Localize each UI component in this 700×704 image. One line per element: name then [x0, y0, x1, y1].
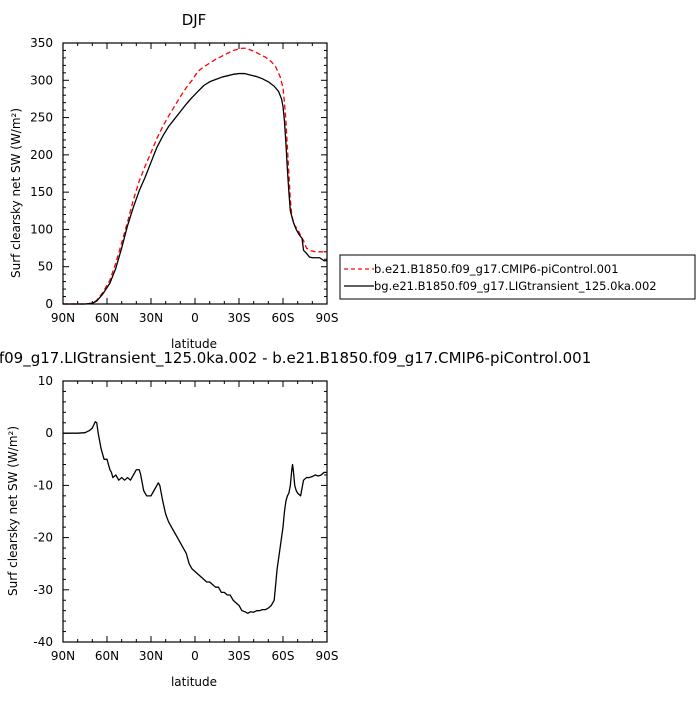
bottom-x-ticks: 90N 60N 30N 0 30S 60S 90S	[51, 381, 339, 663]
bottom-plot-area	[62, 380, 328, 643]
legend-label-series-2: bg.e21.B1850.f09_g17.LIGtransient_125.0k…	[374, 279, 657, 293]
bottom-xtick-label: 90S	[316, 649, 339, 663]
bottom-ytick-label: -20	[33, 531, 53, 545]
top-xtick-label: 60N	[95, 311, 119, 325]
top-xtick-label: 0	[191, 311, 199, 325]
top-xtick-label: 60S	[272, 311, 295, 325]
bottom-xtick-label: 60S	[272, 649, 295, 663]
top-x-ticks: 90N 60N 30N 0 30S 60S 90S	[51, 43, 339, 325]
top-ytick-label: 0	[45, 297, 53, 311]
bottom-y-label: Surf clearsky net SW (W/m²)	[6, 426, 20, 596]
bottom-ytick-label: 10	[38, 374, 53, 388]
top-xtick-label: 90S	[316, 311, 339, 325]
bottom-ytick-label: 0	[45, 426, 53, 440]
top-xtick-label: 30S	[228, 311, 251, 325]
bottom-series-1-line	[63, 421, 327, 614]
top-y-label: Surf clearsky net SW (W/m²)	[9, 108, 23, 278]
top-ytick-label: 50	[38, 260, 53, 274]
bottom-title: bg.e21.B1850.f09_g17.LIGtransient_125.0k…	[0, 349, 591, 368]
bottom-xtick-label: 30N	[139, 649, 163, 663]
top-ytick-label: 300	[30, 73, 53, 87]
top-title: DJF	[182, 11, 207, 29]
top-x-label: latitude	[171, 337, 217, 351]
bottom-xtick-label: 30S	[228, 649, 251, 663]
top-xtick-label: 90N	[51, 311, 75, 325]
top-panel: DJF 90N 60N 30N 0 30S 60S 90S 0 50 100 150 200 250 3…	[9, 11, 696, 351]
bottom-xtick-label: 90N	[51, 649, 75, 663]
top-xtick-label: 30N	[139, 311, 163, 325]
top-ytick-label: 100	[30, 222, 53, 236]
bottom-xtick-label: 60N	[95, 649, 119, 663]
top-y-ticks: 0 50 100 150 200 250 300 350	[30, 36, 327, 311]
bottom-ytick-label: -10	[33, 478, 53, 492]
legend-box	[339, 254, 696, 300]
legend: b.e21.B1850.f09_g17.CMIP6-piControl.001 …	[339, 254, 696, 300]
bottom-y-ticks: -40 -30 -20 -10 0 10	[33, 374, 327, 649]
bottom-x-label: latitude	[171, 675, 217, 689]
bottom-ytick-label: -40	[33, 635, 53, 649]
top-series-2-line	[63, 72, 327, 305]
top-ytick-label: 350	[30, 36, 53, 50]
top-ytick-label: 250	[30, 111, 53, 125]
top-ytick-label: 200	[30, 148, 53, 162]
bottom-frame	[62, 380, 328, 643]
bottom-panel: bg.e21.B1850.f09_g17.LIGtransient_125.0k…	[0, 349, 591, 689]
legend-label-series-1: b.e21.B1850.f09_g17.CMIP6-piControl.001	[374, 262, 619, 276]
bottom-xtick-label: 0	[191, 649, 199, 663]
top-ytick-label: 150	[30, 185, 53, 199]
top-plot-area	[62, 42, 328, 305]
bottom-ytick-label: -30	[33, 583, 53, 597]
